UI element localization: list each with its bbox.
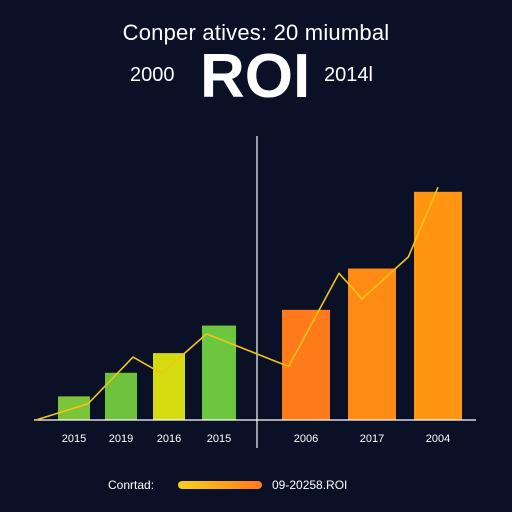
legend-label-right: 09-20258.ROI [272,478,348,492]
x-tick-label: 2016 [157,433,181,445]
bar-6 [414,191,462,420]
bar-2 [153,353,185,420]
x-tick-labels: 2015 2019 2016 2015 2006 2017 2004 [62,433,450,445]
x-tick-label: 2015 [62,433,86,445]
legend: Conrtad: 09-20258.ROI [0,476,512,496]
x-tick-label: 2015 [207,433,231,445]
bar-group [58,191,462,420]
legend-gradient-swatch [178,481,262,489]
header-big-label: ROI [200,42,311,111]
bar-3 [202,325,236,420]
x-tick-label: 2006 [294,433,318,445]
bar-5 [348,268,396,420]
legend-label-left: Conrtad: [108,478,155,492]
chart-title: Conper atives: 20 miumbal [122,20,390,45]
x-tick-label: 2017 [360,433,384,445]
x-tick-label: 2019 [109,433,133,445]
header-year-left: 2000 [130,64,175,86]
trend-line-series [35,186,439,421]
x-tick-label: 2004 [426,433,450,445]
bar-1 [105,372,137,420]
header-year-right: 2014l [324,64,373,86]
